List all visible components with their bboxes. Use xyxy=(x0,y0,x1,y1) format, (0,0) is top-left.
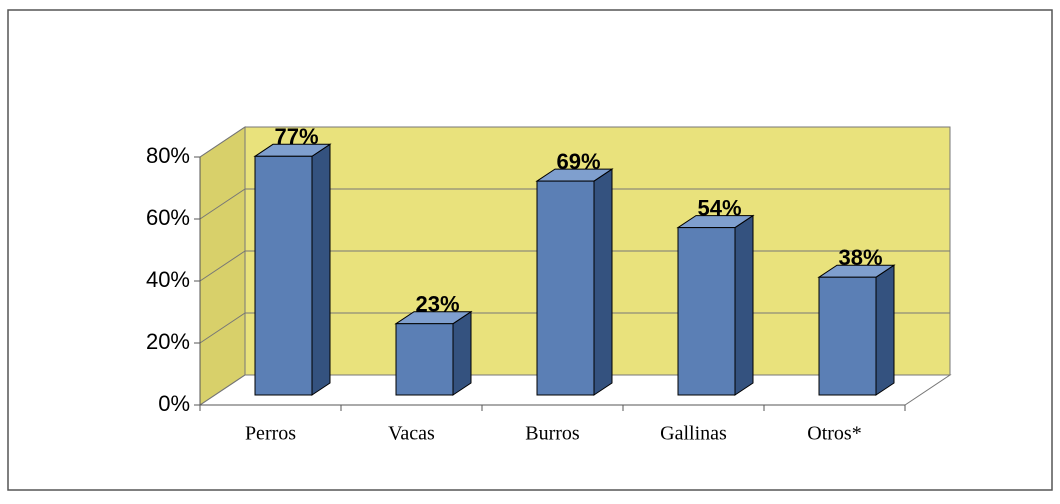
value-label: 38% xyxy=(838,245,882,270)
value-label: 23% xyxy=(415,292,459,317)
x-tick-label: Otros* xyxy=(807,423,861,445)
bar-side xyxy=(311,143,331,396)
x-tick-label: Perros xyxy=(245,423,296,445)
bar xyxy=(536,180,595,396)
y-tick-label: 40% xyxy=(146,267,190,292)
bar xyxy=(254,155,313,396)
y-tick-label: 80% xyxy=(146,143,190,168)
value-label: 54% xyxy=(697,195,741,220)
bar xyxy=(818,276,877,396)
value-label: 77% xyxy=(274,124,318,149)
bar xyxy=(677,227,736,396)
bar-side xyxy=(593,168,613,396)
x-tick-label: Burros xyxy=(525,423,580,445)
bar-side xyxy=(734,214,754,396)
bar-side xyxy=(452,310,472,396)
value-label: 69% xyxy=(556,149,600,174)
bar-side xyxy=(875,264,895,396)
grid-line xyxy=(199,188,950,220)
y-tick-label: 0% xyxy=(158,391,190,416)
bar xyxy=(395,323,454,396)
x-tick-label: Vacas xyxy=(388,423,435,445)
grid-line xyxy=(199,126,950,158)
x-tick-label: Gallinas xyxy=(660,423,727,445)
y-tick-label: 20% xyxy=(146,329,190,354)
y-tick-label: 60% xyxy=(146,205,190,230)
